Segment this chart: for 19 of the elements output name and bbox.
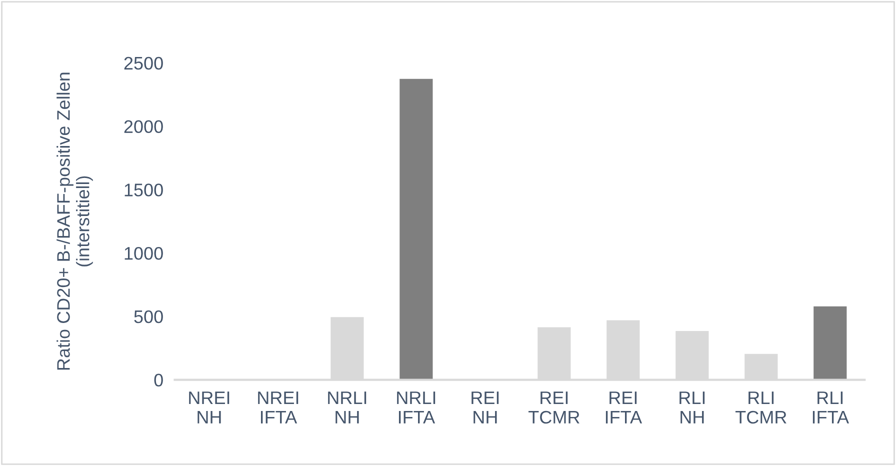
x-tick-label: NRLI NH	[328, 392, 366, 424]
y-tick-label: 2500	[124, 56, 163, 70]
bar	[398, 77, 434, 380]
y-axis-title: Ratio CD20+ B-/BAFF-positive Zellen (interstitiell)	[56, 72, 93, 370]
x-tick-label: REI IFTA	[606, 392, 642, 424]
x-tick-label: RLI NH	[680, 392, 705, 424]
x-tick-label: NREI IFTA	[258, 392, 298, 424]
x-tick-label: RLI TCMR	[735, 392, 786, 424]
y-tick-label: 0	[154, 374, 163, 387]
x-tick-label: REI NH	[472, 392, 499, 424]
y-tick-label: 1000	[124, 246, 163, 260]
x-tick-label: NREI NH	[189, 392, 230, 424]
x-tick-label: REI TCMR	[528, 392, 580, 424]
y-tick-label: 1500	[124, 184, 163, 196]
x-tick-label: NRLI IFTA	[397, 392, 436, 424]
y-tick-label: 2000	[124, 120, 163, 134]
y-tick-label: 500	[134, 310, 163, 324]
bar	[812, 304, 848, 380]
x-tick-label: RLI IFTA	[812, 392, 849, 424]
